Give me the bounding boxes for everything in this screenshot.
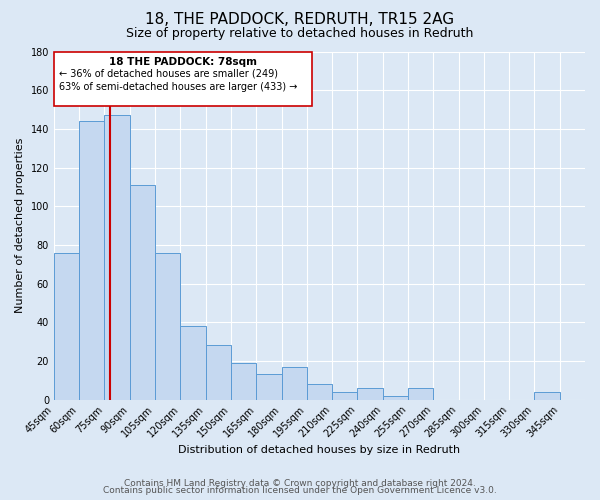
Bar [408, 388, 433, 400]
Text: Contains HM Land Registry data © Crown copyright and database right 2024.: Contains HM Land Registry data © Crown c… [124, 478, 476, 488]
Bar [130, 185, 155, 400]
Text: 18 THE PADDOCK: 78sqm: 18 THE PADDOCK: 78sqm [109, 58, 257, 68]
Text: 18, THE PADDOCK, REDRUTH, TR15 2AG: 18, THE PADDOCK, REDRUTH, TR15 2AG [145, 12, 455, 28]
Bar [535, 392, 560, 400]
Bar [383, 396, 408, 400]
Text: 63% of semi-detached houses are larger (433) →: 63% of semi-detached houses are larger (… [59, 82, 298, 92]
Bar [332, 392, 358, 400]
Bar [307, 384, 332, 400]
Y-axis label: Number of detached properties: Number of detached properties [15, 138, 25, 313]
Bar [256, 374, 281, 400]
Bar [231, 363, 256, 400]
Bar [358, 388, 383, 400]
Text: ← 36% of detached houses are smaller (249): ← 36% of detached houses are smaller (24… [59, 69, 278, 79]
Bar [281, 366, 307, 400]
FancyBboxPatch shape [54, 52, 312, 106]
Text: Contains public sector information licensed under the Open Government Licence v3: Contains public sector information licen… [103, 486, 497, 495]
Text: Size of property relative to detached houses in Redruth: Size of property relative to detached ho… [127, 28, 473, 40]
X-axis label: Distribution of detached houses by size in Redruth: Distribution of detached houses by size … [178, 445, 461, 455]
Bar [181, 326, 206, 400]
Bar [104, 116, 130, 400]
Bar [155, 252, 181, 400]
Bar [206, 346, 231, 400]
Bar [54, 252, 79, 400]
Bar [79, 121, 104, 400]
